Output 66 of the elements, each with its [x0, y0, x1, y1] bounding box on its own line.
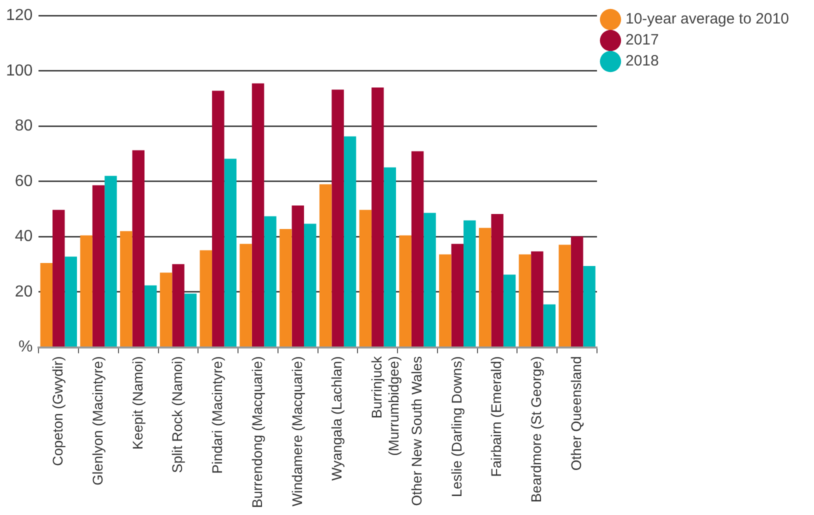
bar	[132, 150, 145, 347]
x-tick-label: Other Queensland	[568, 356, 584, 471]
bar	[40, 262, 53, 347]
bar	[424, 212, 436, 347]
bar	[144, 285, 157, 347]
x-tick-label: Burrendong (Macquarie)	[248, 356, 265, 508]
y-tick-label: 20	[14, 283, 33, 300]
bar	[344, 136, 356, 347]
bar	[52, 210, 65, 347]
bar	[104, 176, 117, 347]
bar	[92, 185, 105, 347]
legend-label: 10-year average to 2010	[626, 10, 789, 28]
bar	[212, 90, 224, 347]
bar	[120, 231, 132, 347]
x-tick-label: Copeton (Gwydir)	[49, 356, 66, 466]
bar	[264, 216, 276, 347]
y-tick-label: 60	[14, 172, 33, 190]
bar	[503, 274, 516, 347]
x-tick-label: Wyangala (Lachlan)	[328, 356, 345, 481]
x-tick-label: Windamere (Macquarie)	[288, 356, 305, 506]
bar	[570, 236, 584, 347]
y-tick-label: %	[18, 338, 33, 356]
x-tick-label: Leslie (Darling Downs)	[448, 356, 464, 498]
bar	[160, 272, 172, 347]
bar	[240, 244, 252, 347]
y-tick-label: 40	[14, 228, 33, 246]
x-tick-label: Pindari (Macintyre)	[209, 356, 226, 474]
x-tick-label: Split Rock (Namoi)	[169, 356, 186, 473]
bar	[399, 235, 412, 347]
bar	[184, 294, 197, 347]
x-tick-label: Beardmore (St George)	[528, 356, 544, 503]
y-tick-label: 80	[14, 118, 33, 135]
y-tick-label: 100	[6, 62, 33, 80]
bar	[451, 244, 464, 347]
x-tick-label: Glenlyon (Macintyre)	[89, 356, 106, 486]
bar	[304, 224, 316, 347]
bar	[478, 228, 492, 347]
bar	[64, 256, 77, 347]
bar	[280, 228, 292, 347]
bar	[384, 167, 396, 347]
x-tick-label: Other New South Wales	[408, 356, 424, 506]
bar	[491, 214, 504, 347]
bar	[411, 151, 424, 347]
x-tick-label: Keepit (Namoi)	[129, 356, 146, 450]
x-tick-label: Burrinjuck (Murrumbidgee)	[368, 355, 402, 456]
bar	[518, 254, 532, 347]
bar	[583, 266, 596, 347]
bar	[80, 235, 92, 347]
bar	[292, 205, 304, 347]
bar	[439, 254, 452, 347]
bar	[172, 264, 184, 347]
bar	[252, 83, 264, 347]
bar	[359, 210, 372, 347]
bar	[543, 304, 556, 347]
x-tick-label: Fairbairn (Emerald)	[488, 356, 504, 477]
bar	[224, 158, 236, 347]
legend-label: 2017	[626, 32, 659, 49]
bar	[372, 87, 384, 347]
bar	[531, 251, 544, 347]
bar	[200, 250, 212, 347]
legend-label: 2018	[626, 52, 659, 70]
bar	[332, 90, 344, 347]
bar	[464, 220, 476, 347]
y-tick-label: 120	[6, 7, 33, 24]
bar	[319, 184, 332, 347]
bar	[558, 244, 571, 347]
